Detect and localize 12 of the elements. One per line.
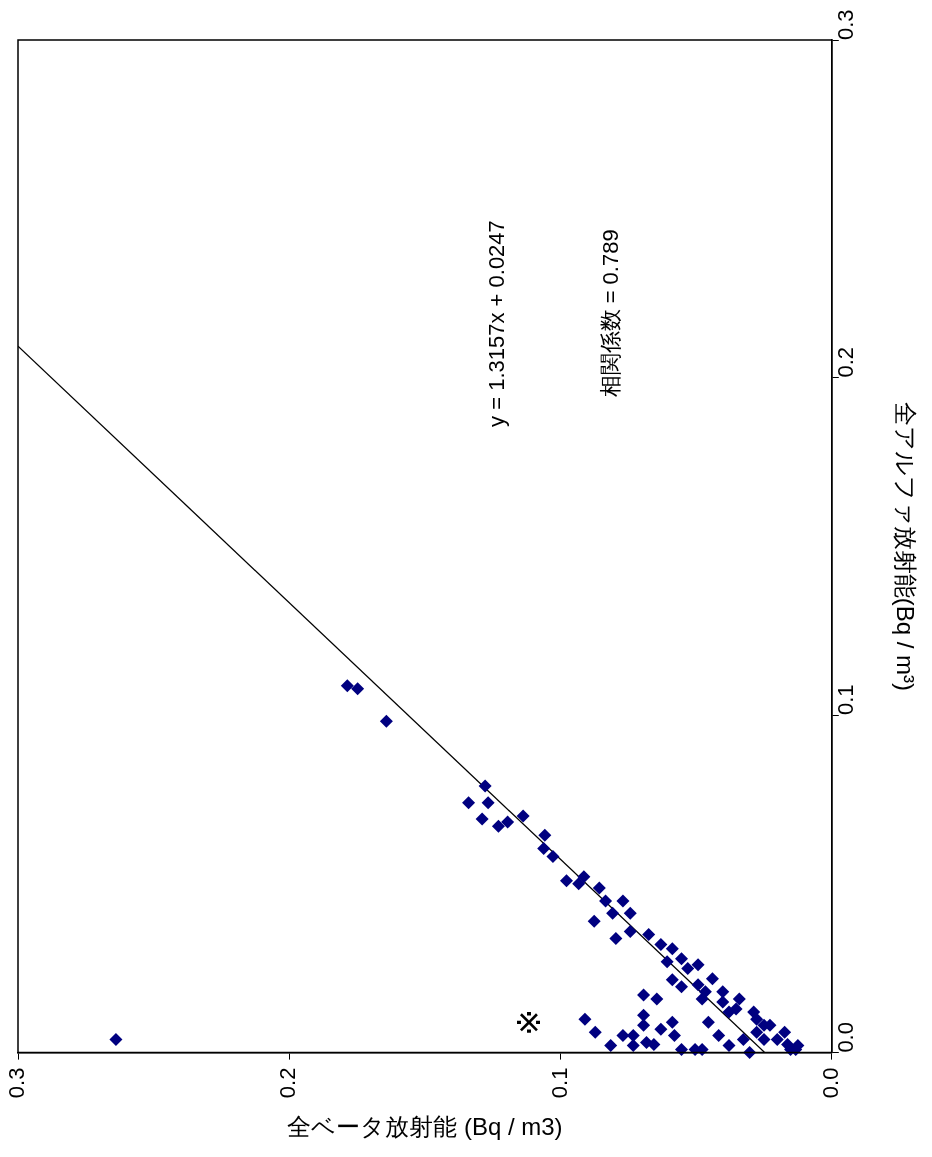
- y-axis-title: 全アルファ放射能(Bq / m³): [891, 401, 919, 691]
- x-tick-label: 0.3: [4, 1067, 30, 1099]
- annotation: 相関係数 = 0.789: [598, 229, 624, 398]
- annotation: ※: [510, 1008, 547, 1036]
- y-tick-label: 0.2: [832, 346, 858, 378]
- x-tick-label: 0.1: [546, 1067, 572, 1099]
- y-tick-label: 0.3: [832, 9, 858, 40]
- annotation: y = 1.3157x + 0.0247: [484, 220, 510, 427]
- x-axis-title: 全ベータ放射能 (Bq / m3): [287, 1113, 563, 1141]
- y-tick-label: 0.1: [832, 684, 858, 716]
- y-tick-label: 0.0: [832, 1022, 858, 1053]
- x-tick-label: 0.2: [275, 1067, 301, 1099]
